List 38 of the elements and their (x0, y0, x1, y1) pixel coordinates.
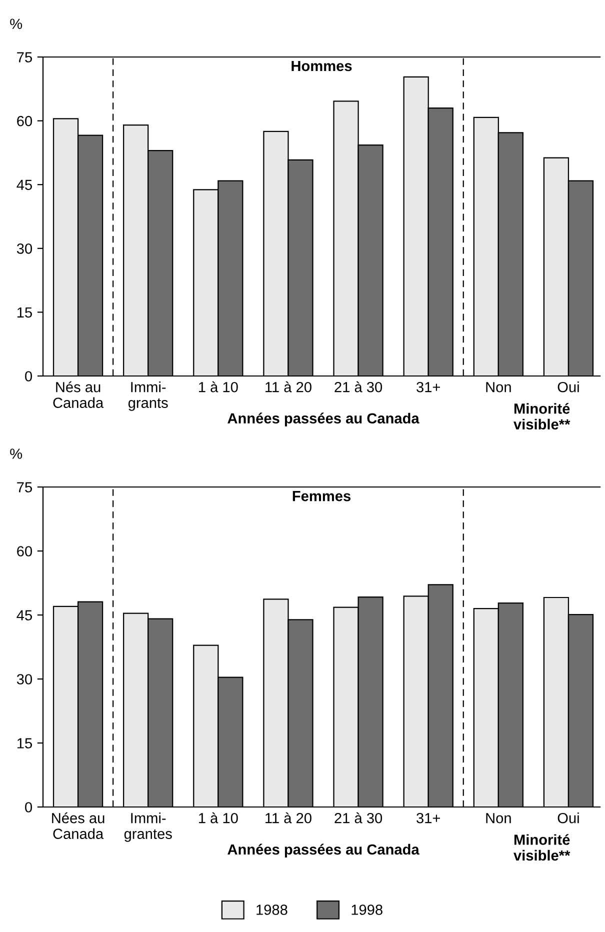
y-tick-label: 0 (25, 371, 32, 382)
x-tick-label: Non (486, 813, 511, 824)
legend-label: 1998 (352, 904, 382, 915)
x-tick-label: 1 à 10 (199, 812, 238, 824)
chart-title: Femmes (292, 491, 350, 502)
y-tick-label: 45 (16, 180, 32, 190)
x-tick-label: Immi- grantes (124, 812, 172, 842)
x-tick-label: 11 à 20 (266, 381, 312, 392)
y-tick-label: 15 (17, 738, 32, 748)
x-tick-label: 31+ (416, 812, 440, 824)
y-tick-label: 60 (17, 546, 32, 556)
text: Minorité visible** (514, 402, 570, 430)
x-tick-label: 1 à 10 (199, 381, 238, 392)
text: Années passées au Canada (228, 412, 420, 426)
y-axis-title: % (10, 448, 22, 459)
y-tick-label: 75 (17, 482, 32, 492)
y-tick-label: 30 (16, 244, 32, 254)
text: Minorité visible** (514, 834, 570, 861)
x-tick-label: Oui (558, 382, 579, 392)
y-tick-label: 45 (16, 610, 32, 620)
y-tick-label: 0 (25, 802, 32, 812)
x-tick-label: 11 à 20 (266, 812, 312, 824)
text: Années passées au Canada (228, 844, 420, 858)
x-tick-label: Non (486, 382, 511, 392)
chart-title: Hommes (292, 60, 352, 72)
x-tick-label: Nées au Canada (52, 812, 104, 839)
y-tick-label: 75 (17, 52, 32, 62)
x-tick-label: 21 à 30 (334, 812, 382, 824)
y-axis-title: % (10, 18, 22, 29)
x-tick-label: Immi- grants (128, 382, 168, 411)
x-tick-label: 31+ (416, 382, 440, 392)
y-tick-label: 60 (17, 116, 32, 126)
legend-label: 1988 (256, 904, 288, 915)
x-tick-label: Nés au Canada (53, 381, 104, 408)
y-tick-label: 15 (17, 307, 32, 318)
y-tick-label: 30 (16, 674, 32, 684)
x-tick-label: 21 à 30 (334, 381, 382, 392)
x-tick-label: Oui (558, 812, 579, 824)
